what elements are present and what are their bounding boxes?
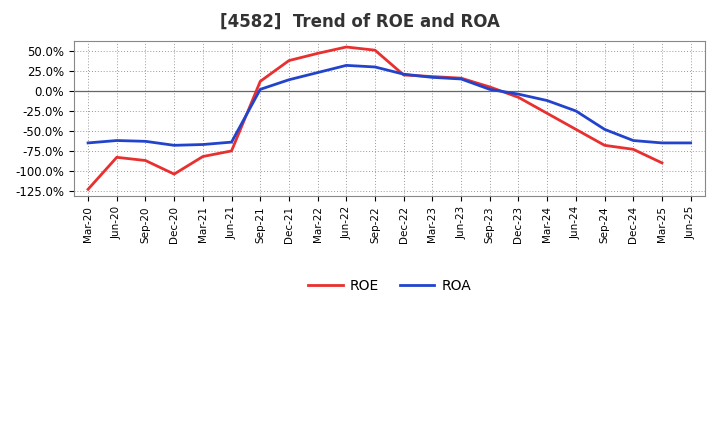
ROE: [228, 148, 236, 154]
ROE: [572, 127, 580, 132]
Text: [4582]  Trend of ROE and ROA: [4582] Trend of ROE and ROA: [220, 13, 500, 31]
ROE: [342, 44, 351, 50]
ROE: [313, 51, 322, 56]
ROE: [514, 95, 523, 100]
ROE: [170, 172, 179, 177]
ROE: [256, 79, 264, 84]
ROE: [456, 76, 465, 81]
ROA: [400, 72, 408, 77]
ROA: [485, 87, 494, 92]
ROA: [543, 98, 552, 103]
ROA: [84, 140, 92, 146]
ROE: [485, 84, 494, 90]
ROA: [572, 108, 580, 114]
Line: ROA: ROA: [88, 66, 690, 145]
ROA: [600, 127, 609, 132]
ROE: [600, 143, 609, 148]
ROA: [686, 140, 695, 146]
ROE: [199, 154, 207, 159]
Line: ROE: ROE: [88, 47, 662, 189]
ROA: [342, 63, 351, 68]
ROA: [514, 92, 523, 97]
ROE: [400, 72, 408, 77]
ROA: [657, 140, 666, 146]
ROA: [141, 139, 150, 144]
ROA: [284, 77, 293, 82]
ROE: [543, 111, 552, 116]
ROA: [112, 138, 121, 143]
ROA: [313, 70, 322, 75]
ROE: [629, 147, 638, 152]
ROA: [228, 139, 236, 145]
ROE: [284, 58, 293, 63]
ROA: [256, 87, 264, 92]
ROA: [428, 75, 437, 80]
ROE: [112, 155, 121, 160]
ROA: [199, 142, 207, 147]
ROA: [371, 64, 379, 70]
ROE: [371, 48, 379, 53]
ROA: [629, 138, 638, 143]
ROE: [141, 158, 150, 163]
Legend: ROE, ROA: ROE, ROA: [302, 273, 477, 298]
ROA: [170, 143, 179, 148]
ROE: [657, 160, 666, 165]
ROE: [428, 74, 437, 79]
ROA: [456, 76, 465, 81]
ROE: [84, 187, 92, 192]
